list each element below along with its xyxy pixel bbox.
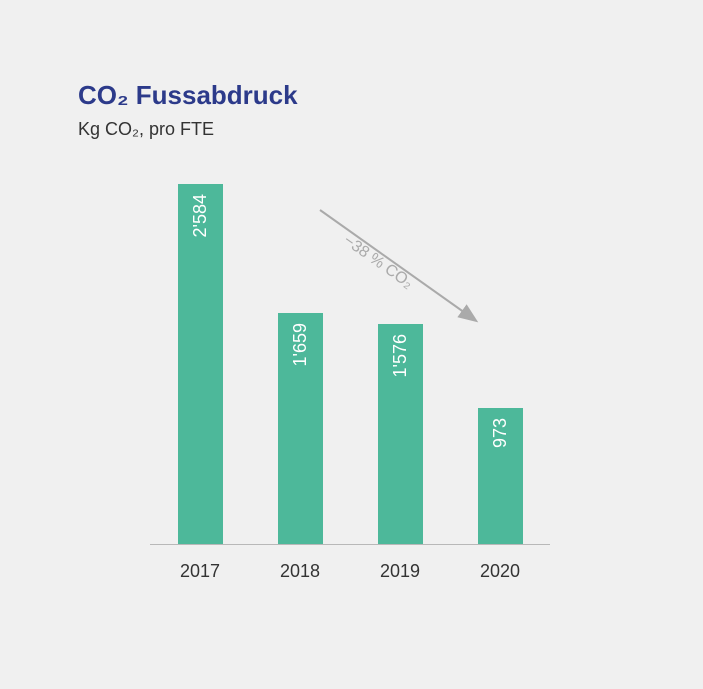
bar-value-label: 973 [490, 418, 511, 448]
x-axis-label: 2017 [178, 561, 223, 582]
x-axis-label: 2019 [378, 561, 423, 582]
chart-subtitle: Kg CO₂, pro FTE [78, 119, 625, 140]
x-axis-labels: 2017 2018 2019 2020 [150, 561, 550, 582]
chart-plot-area: 2'5841'6591'576973 2017201820192020 −38 … [150, 185, 550, 545]
bar: 973 [478, 408, 523, 544]
bar-value-label: 1'576 [390, 334, 411, 377]
x-axis-label: 2018 [278, 561, 323, 582]
bar-value-label: 2'584 [190, 194, 211, 237]
bar: 2'584 [178, 184, 223, 544]
chart-title: CO₂ Fussabdruck [78, 80, 625, 111]
bar: 1'659 [278, 313, 323, 544]
chart-container: CO₂ Fussabdruck Kg CO₂, pro FTE [0, 0, 703, 140]
bar-value-label: 1'659 [290, 323, 311, 366]
x-axis-label: 2020 [478, 561, 523, 582]
bar: 1'576 [378, 324, 423, 544]
